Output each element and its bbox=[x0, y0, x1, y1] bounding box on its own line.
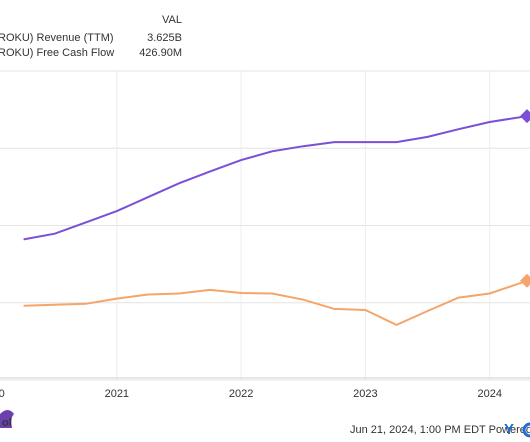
x-tick-label: 2023 bbox=[353, 388, 377, 400]
legend-label: ROKU) Free Cash Flow bbox=[0, 47, 114, 59]
footer: Jun 21, 2024, 1:00 PM EDT Powered by bbox=[350, 424, 530, 436]
legend-value: 3.625B bbox=[147, 32, 182, 44]
legend-label: ROKU) Revenue (TTM) bbox=[0, 32, 114, 44]
legend-value: 426.90M bbox=[139, 47, 182, 59]
x-tick-label: 2021 bbox=[105, 388, 129, 400]
x-tick-label: 2020 bbox=[0, 388, 5, 400]
end-marker bbox=[520, 109, 530, 124]
ycharts-logo: Y bbox=[504, 421, 514, 438]
x-tick-label: 2022 bbox=[229, 388, 253, 400]
series-line bbox=[23, 279, 528, 327]
x-tick-label: 2024 bbox=[477, 388, 501, 400]
end-marker bbox=[520, 273, 530, 288]
logo-text: ol bbox=[2, 417, 12, 429]
series-line bbox=[23, 115, 528, 241]
logo-icon bbox=[0, 410, 14, 428]
legend-header: VAL bbox=[162, 14, 182, 26]
ycharts-logo-c bbox=[522, 422, 530, 438]
